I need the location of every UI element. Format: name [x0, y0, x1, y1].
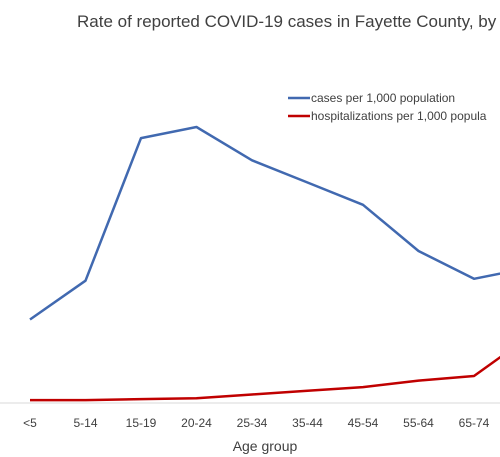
x-tick-label: 25-34 [237, 416, 268, 430]
x-tick-label: 65-74 [459, 416, 490, 430]
series-line-1 [29, 125, 500, 321]
x-tick-label: <5 [23, 416, 37, 430]
chart-title: Rate of reported COVID-19 cases in Fayet… [77, 12, 500, 31]
x-axis-title: Age group [233, 438, 298, 454]
x-tick-label: 35-44 [292, 416, 323, 430]
legend-label: hospitalizations per 1,000 popula [311, 109, 487, 123]
x-tick-label: 15-19 [126, 416, 157, 430]
x-axis-ticks: <5 5-14 15-19 20-24 25-34 35-44 45-54 55-64 65-7… [23, 416, 490, 430]
x-tick-label: 5-14 [73, 416, 97, 430]
legend-label: cases per 1,000 population [311, 91, 455, 105]
series-line-2 [30, 355, 500, 402]
series-layer [29, 125, 500, 402]
x-tick-label: 55-64 [403, 416, 434, 430]
legend: cases per 1,000 population hospitalizatio… [288, 91, 487, 123]
x-tick-label: 20-24 [181, 416, 212, 430]
x-tick-label: 45-54 [348, 416, 379, 430]
